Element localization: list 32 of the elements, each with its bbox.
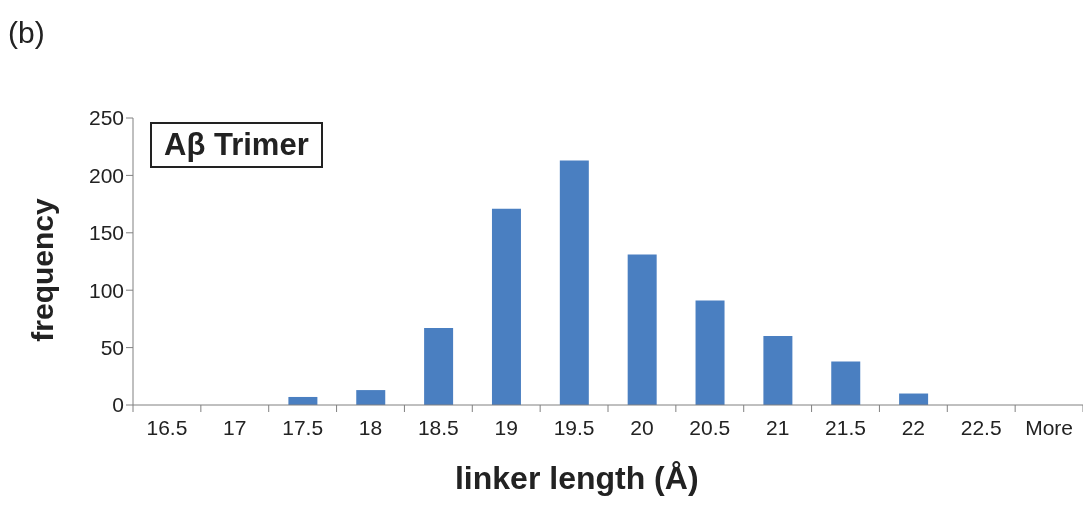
x-tick-label: 22: [901, 416, 926, 439]
x-tick-label: 20.5: [689, 416, 731, 439]
bar: [627, 254, 657, 405]
y-tick-label: 250: [88, 106, 124, 130]
x-tick-label: 20: [630, 416, 654, 439]
bar: [831, 361, 861, 405]
y-tick-label: 100: [88, 278, 124, 302]
bar: [491, 208, 521, 405]
x-tick-label: More: [1025, 416, 1073, 439]
y-tick-label: 0: [112, 393, 124, 417]
x-tick-label: 19.5: [553, 416, 595, 439]
x-tick-label: 16.5: [146, 416, 188, 439]
x-tick-label: 17.5: [282, 416, 324, 439]
x-tick-label: 18.5: [417, 416, 459, 439]
x-axis-title: linker length (Å): [453, 460, 700, 497]
y-tick-label: 150: [88, 221, 124, 245]
bar: [695, 300, 725, 405]
x-tick-label: 19: [494, 416, 518, 439]
y-tick-label: 50: [100, 336, 124, 360]
bar: [559, 160, 589, 405]
x-tick-label: 18: [358, 416, 383, 439]
bar: [763, 336, 793, 405]
bar: [424, 328, 454, 405]
bar: [356, 390, 386, 405]
label-box: Aβ Trimer: [150, 122, 323, 168]
y-axis-title: frequency: [26, 198, 60, 342]
x-tick-label: 21.5: [825, 416, 866, 439]
x-tick-label: 22.5: [960, 416, 1002, 439]
text: (b): [8, 16, 45, 50]
x-tick-label: 21: [765, 416, 790, 439]
y-tick-label: 200: [88, 163, 124, 187]
x-tick-label: 17: [223, 416, 247, 439]
